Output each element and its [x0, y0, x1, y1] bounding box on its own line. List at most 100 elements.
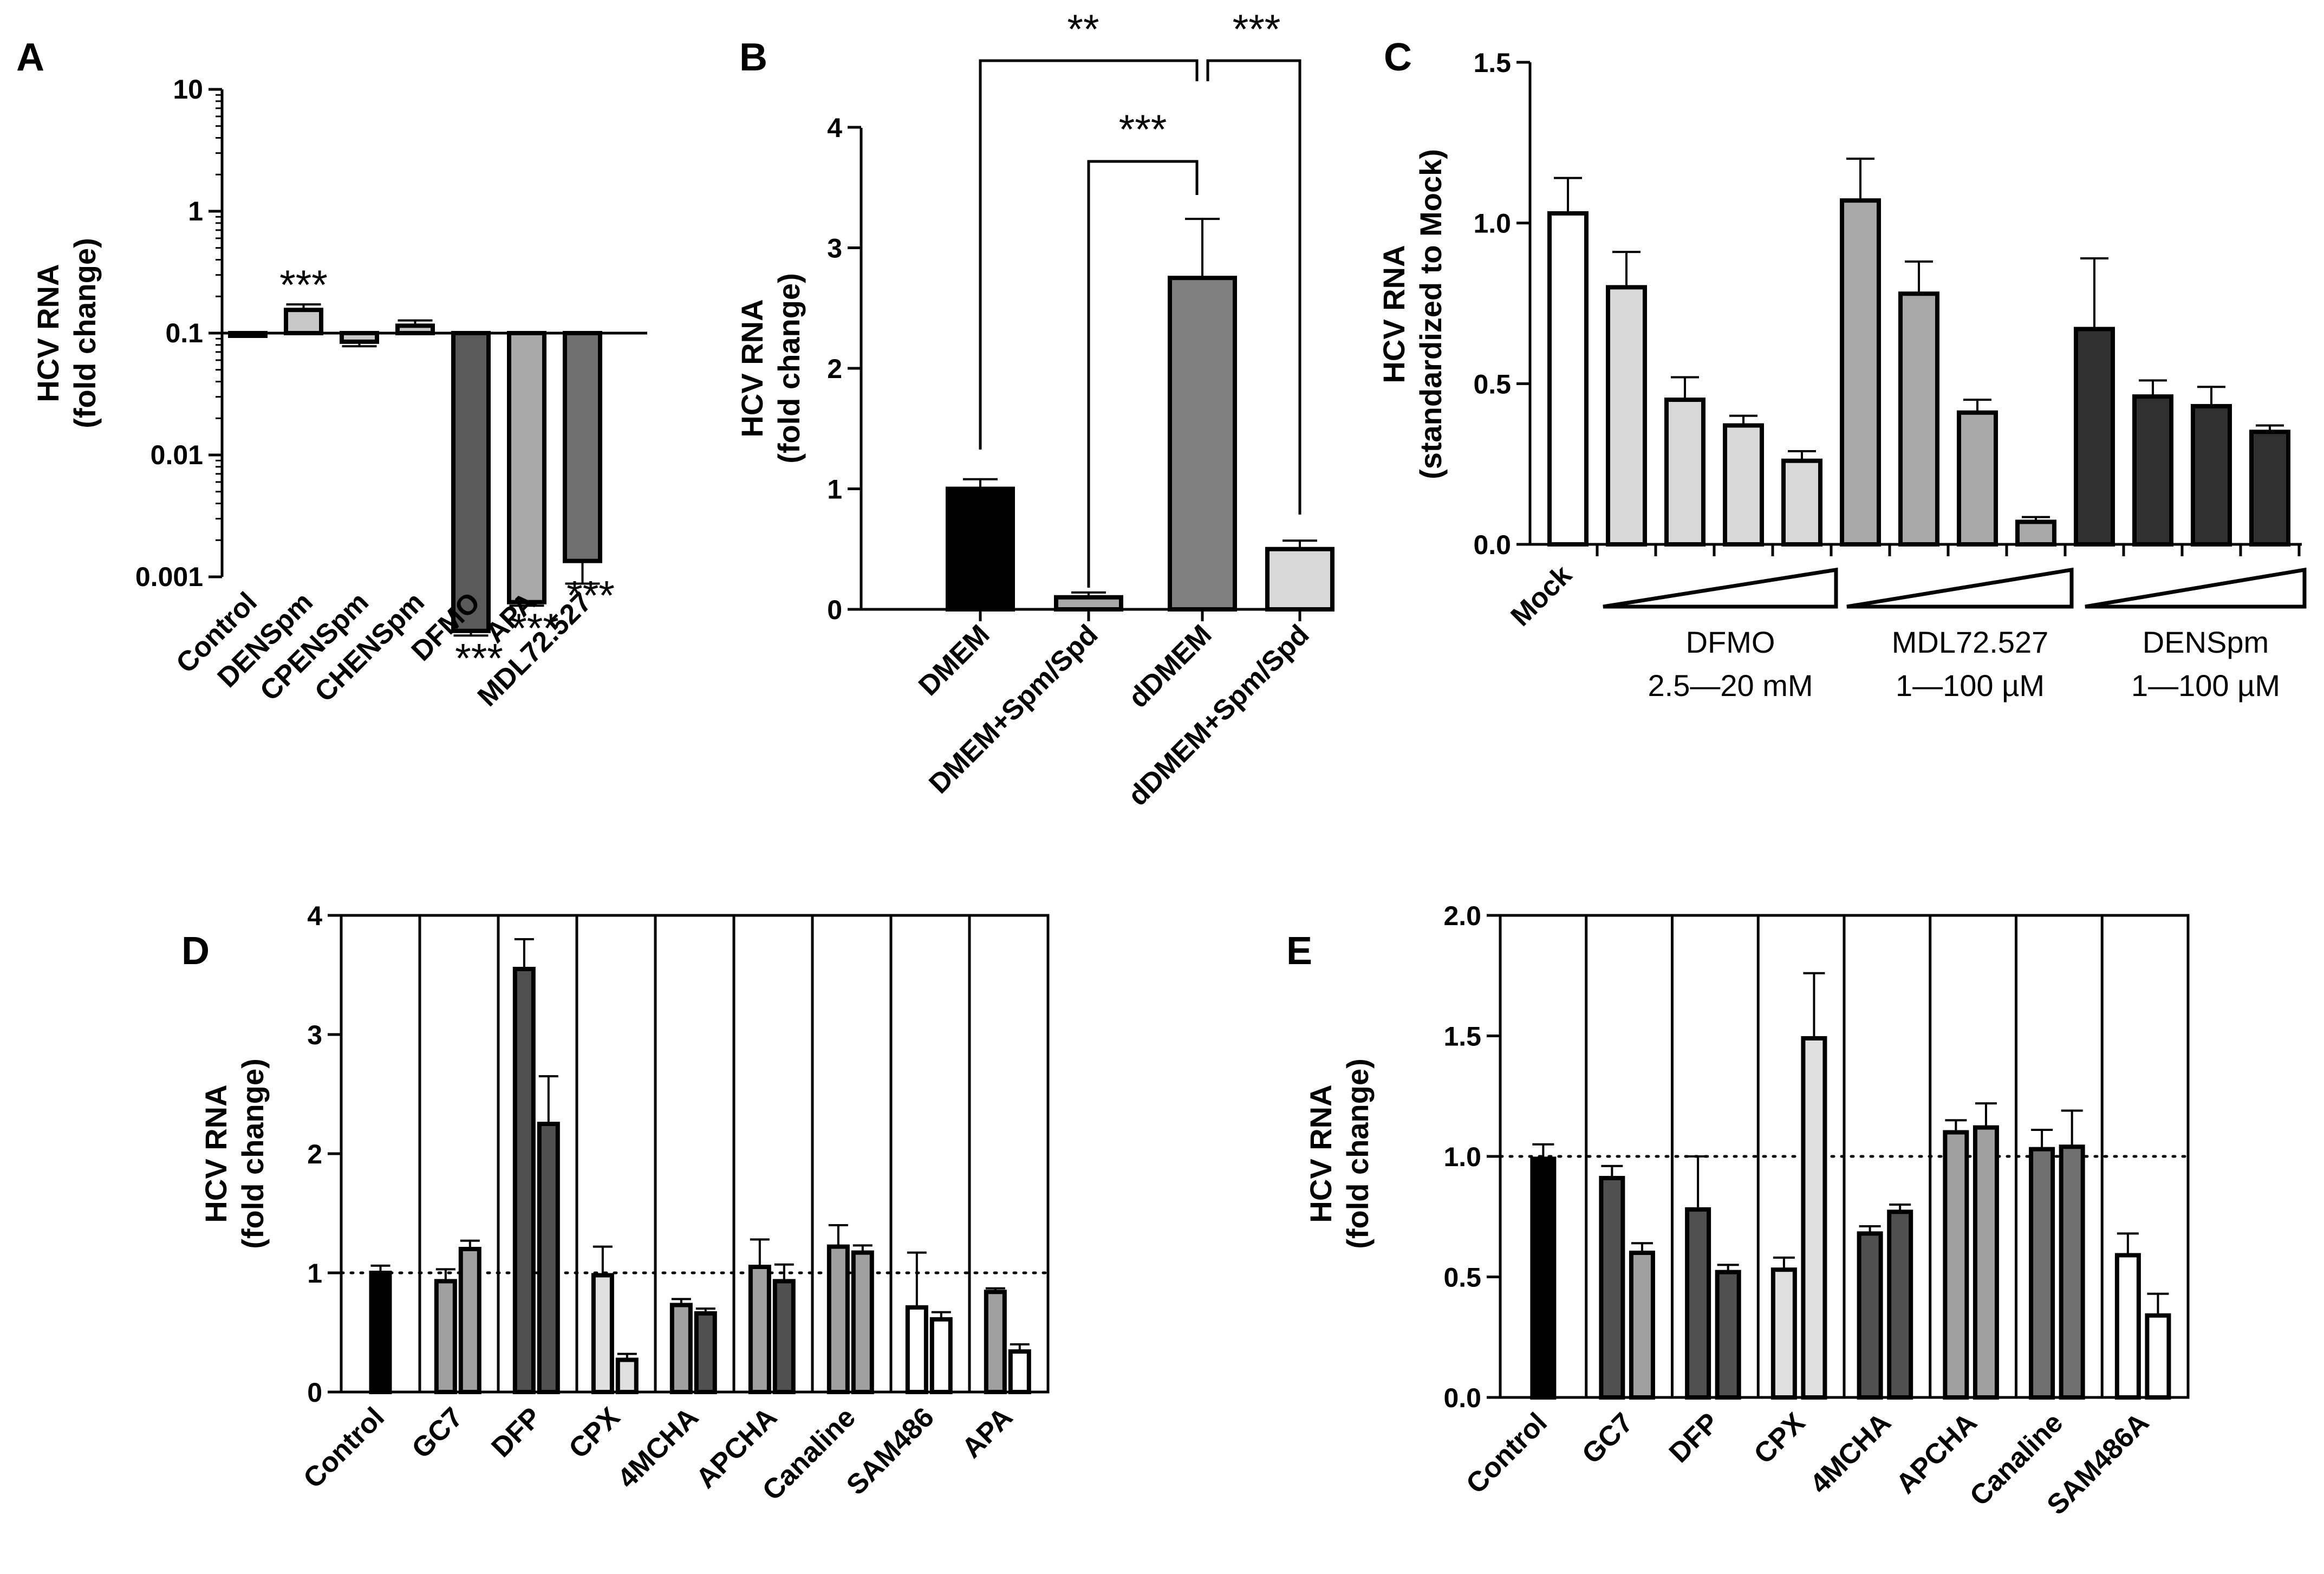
y-axis-label-line2: (fold change) [1340, 1058, 1375, 1249]
bar [826, 1244, 850, 1395]
bar [694, 1311, 717, 1395]
dose-ramp [1846, 567, 2074, 609]
bar [507, 331, 546, 604]
y-tick-label: 3 [827, 233, 842, 264]
y-tick-label: 10 [173, 74, 203, 105]
bar [1629, 1251, 1655, 1400]
y-axis-title: HCV RNA (fold change) [1304, 1058, 1375, 1249]
y-axis-title: HCV RNA (fold change) [199, 1058, 270, 1249]
bar [563, 331, 602, 563]
group-label: MDL72.527 [1892, 625, 2049, 659]
bar [1781, 458, 1822, 547]
bar [1530, 1156, 1557, 1400]
bar [748, 1265, 771, 1394]
x-tick-label: dDMEM+Spm/Spd [1122, 619, 1316, 812]
bar [1898, 291, 1939, 547]
group-label: DENSpm [2143, 625, 2269, 659]
significance-stars: *** [1233, 6, 1281, 53]
y-tick-label: 1 [827, 474, 842, 505]
y-axis-label-line2: (standardized to Mock) [1414, 149, 1448, 479]
x-tick-label: DFP [485, 1401, 548, 1464]
y-tick-label: 3 [307, 1020, 322, 1050]
group-range: 1—100 µM [1896, 668, 2045, 703]
y-tick-label: 0.0 [1473, 530, 1511, 560]
x-tick-label: CPX [1748, 1407, 1811, 1470]
bar [772, 1279, 796, 1394]
y-axis-title: HCV RNA (fold change) [31, 238, 102, 428]
y-axis-label-line1: HCV RNA [1304, 1084, 1338, 1222]
x-tick-label: GC7 [1576, 1407, 1639, 1470]
x-tick-label: 4MCHA [611, 1401, 705, 1494]
x-tick-label: CPX [563, 1401, 626, 1465]
y-tick-label: 0.5 [1443, 1263, 1481, 1293]
y-axis-title: HCV RNA (standardized to Mock) [1377, 149, 1448, 479]
bar [984, 1290, 1007, 1394]
bar [851, 1250, 874, 1395]
bar [1606, 285, 1647, 547]
y-axis-label-line1: HCV RNA [199, 1084, 233, 1222]
panel-letter-E: E [1286, 929, 1312, 973]
bar [1943, 1130, 1969, 1400]
bar [1168, 276, 1237, 612]
y-axis-label-line1: HCV RNA [1377, 245, 1411, 383]
panel-letter-B: B [739, 36, 767, 79]
bar [1054, 595, 1123, 612]
y-tick-label: 0 [307, 1377, 322, 1408]
y-axis-label-line1: HCV RNA [735, 299, 769, 437]
y-tick-label: 4 [307, 901, 322, 931]
bar [1265, 547, 1334, 612]
bar [905, 1305, 928, 1395]
bar [591, 1273, 614, 1394]
bar [1664, 398, 1705, 547]
bar [929, 1317, 953, 1395]
bar [2114, 1253, 2141, 1400]
y-axis-label-line1: HCV RNA [31, 264, 65, 402]
bar [1770, 1267, 1797, 1400]
significance-bracket [1087, 160, 1199, 588]
y-tick-label: 0.0 [1443, 1383, 1481, 1413]
bar [669, 1303, 693, 1394]
x-tick-label: dDMEM [1123, 619, 1218, 714]
bar [395, 323, 435, 335]
significance-bracket [1206, 59, 1301, 515]
bar [1599, 1176, 1625, 1400]
bar [434, 1279, 457, 1394]
y-tick-label: 1.0 [1473, 209, 1511, 239]
bar [369, 1271, 392, 1394]
significance-bracket [979, 59, 1199, 450]
bar [1887, 1209, 1913, 1400]
y-axis-title: HCV RNA (fold change) [735, 273, 806, 464]
bar [1840, 198, 1881, 547]
x-tick-label: SAM486 [841, 1401, 940, 1501]
bar [284, 308, 323, 335]
bar [451, 331, 491, 633]
group-range: 2.5—20 mM [1648, 668, 1813, 703]
significance-stars: *** [567, 573, 615, 619]
y-tick-label: 2 [827, 354, 842, 384]
bar [2059, 1144, 2085, 1400]
bar [2191, 404, 2232, 547]
dose-ramp [1603, 567, 1838, 609]
y-tick-label: 4 [827, 113, 842, 143]
bar [537, 1122, 560, 1394]
bar [2249, 430, 2290, 547]
x-tick-label: DFP [1663, 1407, 1726, 1469]
bar [1547, 211, 1589, 547]
x-tick-label: Control [1460, 1407, 1553, 1500]
bar [2029, 1147, 2055, 1400]
bar [2074, 327, 2115, 547]
significance-stars: *** [455, 635, 503, 681]
bar [2132, 394, 2173, 547]
bar [2145, 1313, 2171, 1400]
bar [340, 331, 379, 344]
y-tick-label: 1 [188, 196, 203, 226]
y-tick-label: 0.001 [135, 562, 203, 592]
y-tick-label: 0.01 [151, 440, 203, 470]
y-tick-label: 1.5 [1473, 48, 1511, 78]
bar [946, 486, 1015, 612]
bar [615, 1357, 639, 1395]
bar [1957, 410, 1998, 547]
y-tick-label: 2.0 [1443, 901, 1481, 931]
bar [1857, 1231, 1883, 1400]
x-tick-label: GC7 [406, 1401, 469, 1465]
